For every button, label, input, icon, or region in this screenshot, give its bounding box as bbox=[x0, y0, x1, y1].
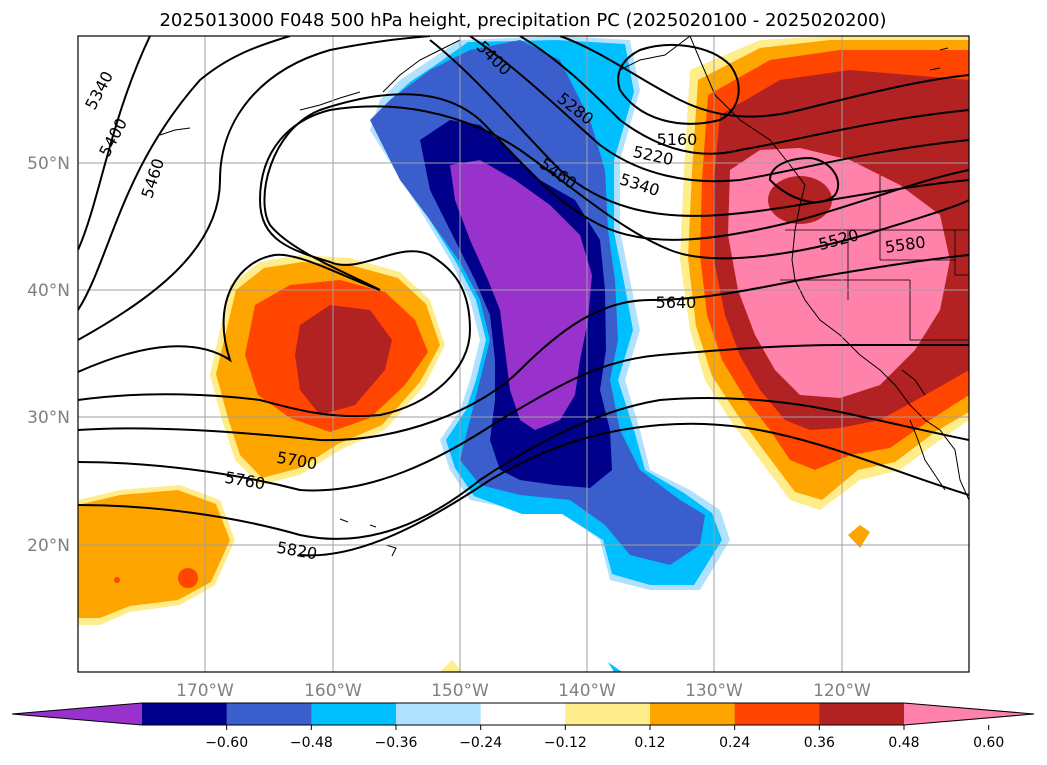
map-frame bbox=[77, 35, 970, 673]
figure-title: 2025013000 F048 500 hPa height, precipit… bbox=[159, 10, 886, 31]
lon-label: 120°W bbox=[813, 681, 871, 701]
colorbar-extend-low bbox=[12, 703, 142, 725]
lat-label: 30°N bbox=[27, 408, 70, 428]
precip-anomaly-positive-east bbox=[680, 36, 969, 510]
lon-label: 130°W bbox=[685, 681, 743, 701]
colorbar-tick-label: 0.24 bbox=[719, 735, 750, 751]
colorbar-outline bbox=[11, 702, 1035, 726]
coastlines bbox=[159, 36, 969, 557]
colorbar-tick-label: 0.60 bbox=[973, 735, 1004, 751]
height-contours bbox=[78, 36, 969, 557]
longitude-labels: 170°W 160°W 150°W 140°W 130°W 120°W bbox=[176, 681, 871, 701]
gridlines bbox=[78, 36, 969, 672]
lon-label: 140°W bbox=[558, 681, 616, 701]
lat-label: 20°N bbox=[27, 536, 70, 556]
colorbar-tick-label: −0.24 bbox=[459, 735, 502, 751]
colorbar-tick-label: 0.36 bbox=[804, 735, 835, 751]
lon-label: 170°W bbox=[176, 681, 234, 701]
colorbar-segment bbox=[480, 703, 566, 725]
precip-anomaly-positive-southwest bbox=[78, 485, 870, 672]
latitude-labels: 50°N 40°N 30°N 20°N bbox=[27, 154, 70, 556]
colorbar-tick-label: 0.12 bbox=[634, 735, 665, 751]
contour-label: 5640 bbox=[656, 293, 697, 312]
colorbar-segment bbox=[565, 703, 651, 725]
colorbar: −0.60 −0.48 −0.36 −0.24 −0.12 0.12 0.24 0.36 0.4… bbox=[11, 702, 1035, 751]
lon-label: 150°W bbox=[431, 681, 489, 701]
lon-label: 160°W bbox=[304, 681, 362, 701]
colorbar-tick-label: 0.48 bbox=[888, 735, 919, 751]
colorbar-extend-high bbox=[904, 703, 1034, 725]
colorbar-segment bbox=[396, 703, 482, 725]
precip-anomaly-positive-central bbox=[210, 255, 445, 485]
lat-label: 50°N bbox=[27, 154, 70, 174]
colorbar-tick-label: −0.12 bbox=[544, 735, 587, 751]
colorbar-tick-label: −0.48 bbox=[290, 735, 333, 751]
colorbar-segment bbox=[226, 703, 312, 725]
map-area: 5340 5400 5460 5400 5280 5160 5220 5340 … bbox=[78, 36, 969, 672]
colorbar-segment bbox=[142, 703, 228, 725]
colorbar-segment bbox=[819, 703, 905, 725]
colorbar-tick-label: −0.36 bbox=[375, 735, 418, 751]
contour-label: 5160 bbox=[657, 130, 698, 149]
colorbar-segment bbox=[311, 703, 397, 725]
colorbar-tick-label: −0.60 bbox=[205, 735, 248, 751]
colorbar-segment bbox=[650, 703, 736, 725]
lat-label: 40°N bbox=[27, 281, 70, 301]
colorbar-segment bbox=[734, 703, 820, 725]
